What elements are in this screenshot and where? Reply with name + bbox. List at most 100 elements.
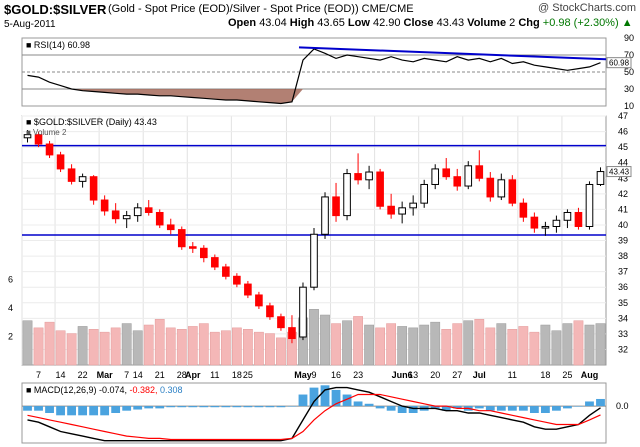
- macd-histogram-bar: [563, 406, 572, 409]
- volume-bar: [386, 323, 397, 366]
- candle-body: [34, 134, 43, 145]
- price-ytick-label: 32: [618, 344, 628, 354]
- candle-body: [23, 134, 32, 139]
- candle-body: [541, 225, 550, 229]
- macd-histogram-bar: [210, 406, 220, 408]
- candle-body: [299, 286, 307, 338]
- candle-body: [277, 316, 285, 329]
- volume-bar: [353, 316, 363, 366]
- volume-bar: [209, 331, 220, 366]
- candle-body: [420, 183, 428, 204]
- macd-histogram-bar: [177, 406, 187, 408]
- candle-body: [89, 176, 98, 201]
- x-tick-label: 13: [408, 370, 418, 380]
- macd-histogram-bar: [221, 406, 231, 408]
- price-ytick-label: 42: [618, 189, 628, 199]
- macd-histogram-bar: [78, 406, 88, 416]
- high-label: High: [289, 17, 315, 29]
- macd-histogram-bar: [276, 406, 286, 408]
- volume-bar: [562, 323, 573, 366]
- macd-histogram-bar: [265, 406, 275, 408]
- price-ytick-label: 39: [618, 236, 628, 246]
- candle-body: [233, 275, 241, 285]
- low-label: Low: [347, 17, 370, 29]
- macd-histogram-bar: [254, 406, 264, 408]
- x-tick-label: 7: [124, 370, 129, 380]
- volume-bar: [243, 329, 253, 366]
- candle-body: [431, 168, 440, 185]
- volume-bar: [452, 323, 463, 366]
- candle-body: [155, 211, 164, 226]
- price-ytick-label: 45: [618, 142, 628, 152]
- x-tick-label: Jun6: [392, 370, 413, 380]
- price-ytick-label: 40: [618, 220, 628, 230]
- volume-bar: [33, 327, 44, 366]
- rsi-last-label: 60.98: [609, 59, 630, 68]
- chg-value: +0.98 (+2.30%): [542, 17, 619, 29]
- macd-histogram-bar: [133, 406, 143, 410]
- candle-body: [166, 224, 175, 231]
- candle-body: [78, 176, 87, 182]
- volume-bar: [540, 324, 551, 366]
- candle-body: [332, 196, 340, 217]
- x-tick-label: Jul: [473, 370, 486, 380]
- candle-body: [122, 215, 131, 220]
- symbol-description: (Gold - Spot Price (EOD)/Silver - Spot P…: [108, 3, 414, 15]
- macd-histogram-bar: [111, 406, 121, 413]
- price-ytick-label: 46: [618, 127, 628, 137]
- macd-histogram-bar: [155, 406, 165, 409]
- volume-bar: [419, 324, 430, 366]
- x-tick-label: May: [294, 370, 312, 380]
- close-value: 43.43: [436, 17, 465, 29]
- volume-bar: [276, 337, 286, 366]
- candle-body: [398, 207, 406, 215]
- volume-bar: [110, 327, 121, 366]
- candle-body: [56, 154, 65, 170]
- macd-histogram-bar: [596, 398, 605, 407]
- macd-histogram-bar: [199, 406, 209, 408]
- candle-body: [255, 294, 263, 307]
- volume-bar: [88, 329, 99, 366]
- volume-ytick-label: 2: [8, 331, 13, 341]
- candle-body: [45, 143, 54, 156]
- volume-value: 2: [509, 17, 516, 29]
- macd-histogram-bar: [56, 406, 65, 416]
- volume-bar: [441, 329, 452, 366]
- up-arrow-icon: ▲: [621, 17, 633, 29]
- rsi-last-box: [606, 57, 632, 69]
- candle-body: [464, 165, 473, 187]
- volume-bar: [44, 321, 55, 366]
- candle-body: [365, 171, 373, 181]
- macd-ytick-label: 0.0: [616, 401, 629, 411]
- candle-body: [288, 327, 296, 340]
- volume-bar: [309, 309, 319, 366]
- macd-histogram-bar: [375, 406, 385, 409]
- candle-body: [552, 219, 561, 227]
- macd-histogram-bar: [496, 406, 506, 411]
- volume-bar: [375, 327, 385, 366]
- x-tick-label: 25: [243, 370, 253, 380]
- candle-body: [376, 171, 384, 207]
- macd-histogram-bar: [45, 406, 54, 413]
- x-tick-label: Apr: [185, 370, 201, 380]
- low-value: 42.90: [372, 17, 401, 29]
- price-legend: ■ $GOLD:$SILVER (Daily) 43.43: [26, 117, 157, 127]
- macd-histogram-bar: [23, 406, 32, 411]
- candle-body: [508, 179, 517, 204]
- macd-histogram-bar: [243, 406, 253, 408]
- volume-bar: [176, 329, 187, 366]
- candle-body: [497, 179, 506, 198]
- candle-body: [177, 229, 186, 248]
- macd-histogram-bar: [331, 389, 341, 407]
- volume-bar: [518, 326, 529, 366]
- x-tick-label: 20: [430, 370, 440, 380]
- macd-legend: ■ MACD(12,26,9) -0.074, -0.382, 0.308: [26, 385, 183, 395]
- candle-body: [453, 176, 462, 187]
- candle-body: [574, 211, 583, 227]
- rsi-ytick-label: 50: [624, 67, 634, 77]
- open-value: 43.04: [259, 17, 287, 29]
- candle-body: [200, 247, 208, 259]
- macd-histogram-bar: [485, 406, 495, 411]
